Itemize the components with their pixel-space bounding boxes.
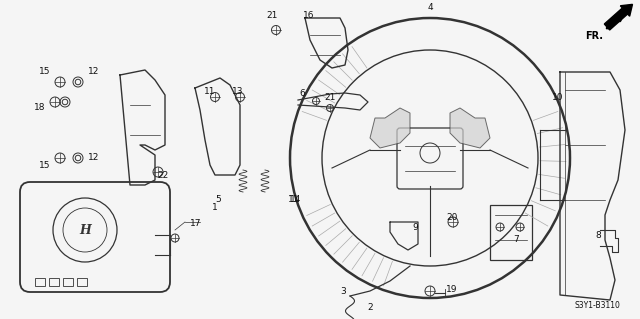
Text: 1: 1: [212, 204, 218, 212]
Text: 2: 2: [367, 303, 373, 313]
FancyArrow shape: [604, 4, 632, 30]
Text: 15: 15: [39, 68, 51, 77]
Text: 11: 11: [204, 87, 216, 97]
Text: 12: 12: [88, 153, 100, 162]
Text: 4: 4: [427, 4, 433, 12]
Text: 9: 9: [412, 224, 418, 233]
Text: FR.: FR.: [585, 31, 603, 41]
Text: H: H: [79, 224, 91, 236]
Bar: [35, 278, 45, 286]
Text: 8: 8: [595, 231, 601, 240]
Text: 21: 21: [324, 93, 336, 102]
Text: 15: 15: [39, 160, 51, 169]
Text: 20: 20: [446, 213, 458, 222]
Text: S3Y1-B3110: S3Y1-B3110: [574, 301, 620, 310]
Bar: [77, 278, 87, 286]
Text: 18: 18: [35, 103, 45, 113]
Text: 6: 6: [299, 88, 305, 98]
Text: 12: 12: [88, 68, 100, 77]
Bar: [490, 205, 532, 260]
Text: 10: 10: [552, 93, 564, 101]
Polygon shape: [450, 108, 490, 148]
Bar: [63, 278, 73, 286]
Text: 7: 7: [513, 235, 519, 244]
Text: 13: 13: [232, 87, 244, 97]
Text: 21: 21: [266, 11, 278, 19]
Bar: [49, 278, 59, 286]
Text: 11: 11: [288, 196, 300, 204]
Text: 14: 14: [291, 196, 301, 204]
Polygon shape: [370, 108, 410, 148]
Text: 19: 19: [446, 285, 458, 293]
Text: 3: 3: [340, 287, 346, 296]
Text: 5: 5: [215, 196, 221, 204]
Text: 16: 16: [303, 11, 315, 19]
Text: 22: 22: [157, 172, 168, 181]
Text: 17: 17: [190, 219, 202, 228]
